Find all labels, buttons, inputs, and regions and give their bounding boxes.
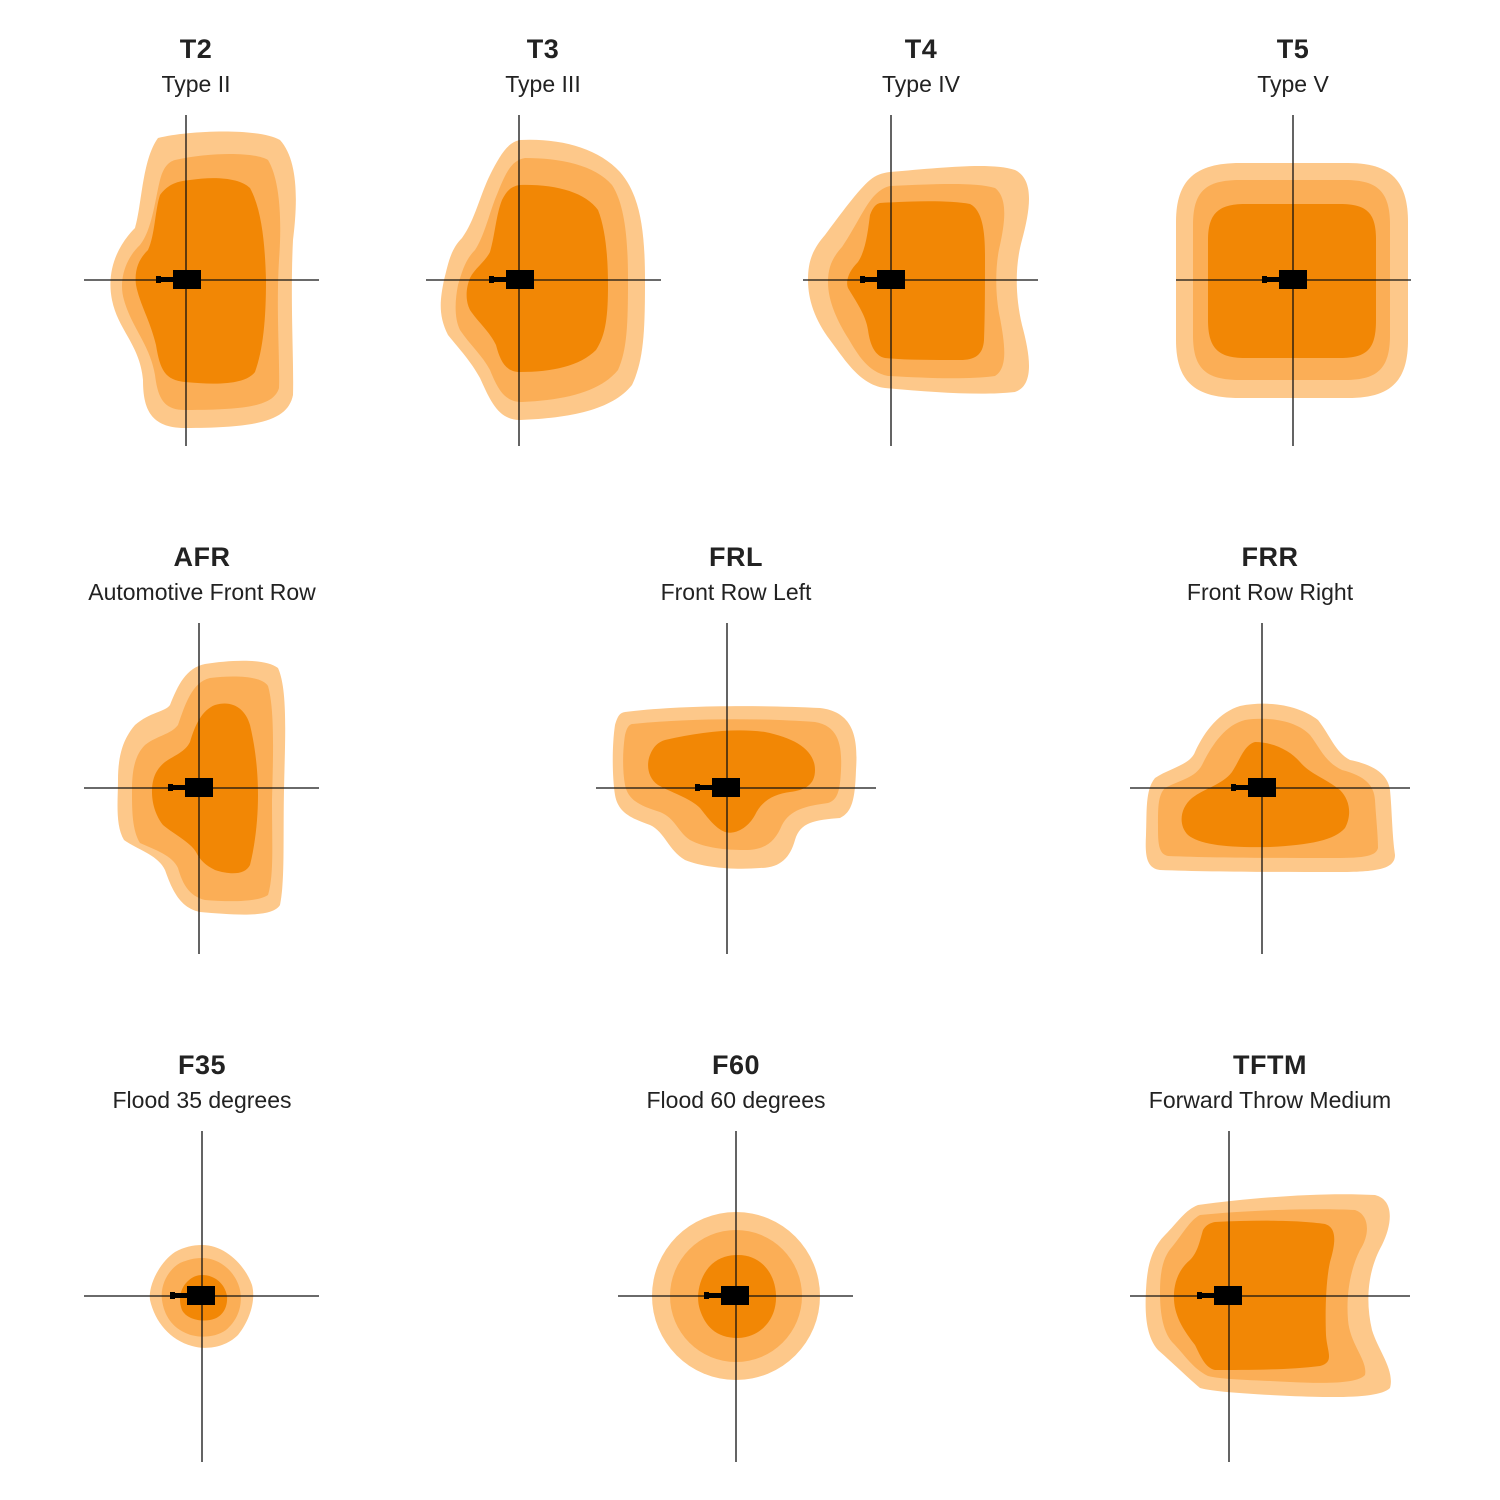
fixture-icon xyxy=(489,270,534,289)
fixture-icon xyxy=(695,778,740,797)
pattern-name-frr: Front Row Right xyxy=(1186,579,1354,605)
pattern-frl xyxy=(596,623,876,954)
pattern-code-t4: T4 xyxy=(904,34,938,64)
pattern-name-tftm: Forward Throw Medium xyxy=(1148,1087,1392,1113)
pattern-code-f35: F35 xyxy=(177,1050,227,1080)
inner-zone xyxy=(1173,1220,1335,1370)
pattern-name-afr: Automotive Front Row xyxy=(88,579,316,605)
fixture-icon xyxy=(168,778,213,797)
pattern-t2 xyxy=(84,115,319,446)
pattern-t4 xyxy=(803,115,1038,446)
pattern-name-t5: Type V xyxy=(1257,71,1329,97)
pattern-code-tftm: TFTM xyxy=(1233,1050,1307,1080)
fixture-icon xyxy=(170,1286,215,1305)
pattern-code-afr: AFR xyxy=(173,542,231,572)
pattern-tftm xyxy=(1130,1131,1410,1462)
pattern-name-t3: Type III xyxy=(505,71,581,97)
pattern-t3 xyxy=(426,115,661,446)
pattern-code-frl: FRL xyxy=(709,542,763,572)
pattern-code-f60: F60 xyxy=(711,1050,761,1080)
pattern-name-t4: Type IV xyxy=(882,71,960,97)
pattern-name-t2: Type II xyxy=(161,71,231,97)
pattern-code-frr: FRR xyxy=(1241,542,1299,572)
pattern-code-t2: T2 xyxy=(179,34,213,64)
pattern-name-f60: Flood 60 degrees xyxy=(646,1087,826,1113)
pattern-afr xyxy=(84,623,319,954)
pattern-frr xyxy=(1130,623,1410,954)
fixture-icon xyxy=(860,270,905,289)
pattern-f35 xyxy=(84,1131,319,1462)
fixture-icon xyxy=(156,270,201,289)
pattern-name-frl: Front Row Left xyxy=(660,579,812,605)
pattern-code-t5: T5 xyxy=(1276,34,1310,64)
fixture-icon xyxy=(704,1286,749,1305)
pattern-t5 xyxy=(1176,115,1411,446)
fixture-icon xyxy=(1262,270,1307,289)
inner-zone xyxy=(466,184,608,372)
pattern-name-f35: Flood 35 degrees xyxy=(112,1087,292,1113)
pattern-code-t3: T3 xyxy=(526,34,560,64)
fixture-icon xyxy=(1231,778,1276,797)
fixture-icon xyxy=(1197,1286,1242,1305)
pattern-f60 xyxy=(618,1131,853,1462)
